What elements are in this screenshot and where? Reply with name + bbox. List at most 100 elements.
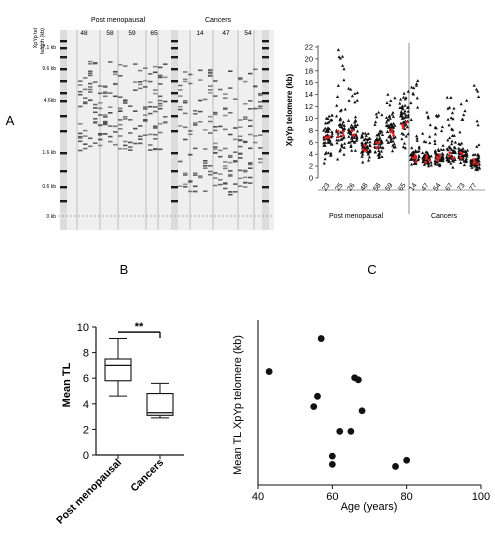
gel-background — [60, 30, 274, 230]
gel-band — [228, 170, 233, 172]
gel-band — [213, 80, 218, 82]
gel-band — [133, 142, 138, 145]
chart-a-point — [355, 129, 360, 133]
chart-a-median-marker — [411, 156, 415, 160]
chart-a-point — [440, 125, 444, 129]
chart-a-point — [464, 150, 468, 154]
gel-ladder-band — [171, 130, 178, 133]
gel-band — [218, 179, 223, 181]
gel-band — [183, 174, 188, 176]
chart-a-point — [330, 131, 334, 135]
chart-a-point — [475, 165, 479, 169]
gel-band — [223, 108, 228, 110]
chart-a-point — [326, 129, 330, 133]
chart-a-point — [363, 141, 368, 145]
chart-a-point — [338, 118, 342, 122]
chart-a-point — [400, 131, 404, 135]
chart-a-point — [340, 122, 345, 126]
gel-band — [233, 151, 238, 153]
gel-ladder-band — [262, 68, 269, 71]
chart-a-point — [448, 146, 453, 150]
chart-b-axes: 0 2 4 6 8 10 — [77, 322, 184, 462]
gel-band — [258, 134, 263, 136]
gel-band — [223, 161, 228, 163]
gel-band — [253, 141, 258, 144]
chart-a-x-tick-label: 26 — [346, 182, 356, 192]
chart-a-x-tick-label: 58 — [372, 182, 382, 192]
chart-a-point — [406, 109, 410, 113]
gel-lane-label: 54 — [244, 30, 252, 37]
chart-a-point — [386, 125, 391, 129]
gel-band — [113, 83, 118, 86]
gel-band — [133, 63, 138, 65]
chart-a-median-marker — [405, 120, 408, 124]
gel-band — [203, 148, 208, 150]
gel-band — [163, 116, 168, 118]
gel-band — [198, 79, 203, 81]
chart-a-point — [398, 106, 402, 109]
gel-band — [103, 91, 108, 93]
gel-ladder-band — [171, 47, 178, 50]
chart-a-point — [323, 157, 327, 161]
gel-band — [138, 69, 143, 72]
chart-a-point — [377, 151, 381, 155]
chart-a-point — [447, 160, 451, 163]
chart-a-median-marker — [392, 134, 396, 138]
chart-a-point — [362, 138, 366, 142]
gel-band — [103, 85, 108, 87]
gel-band — [233, 98, 238, 100]
gel-band — [223, 183, 228, 185]
gel-band — [103, 123, 108, 125]
chart-a-point — [474, 87, 479, 91]
chart-a-point — [381, 146, 385, 150]
chart-a-point — [378, 131, 382, 135]
gel-band — [193, 122, 198, 124]
chart-a-point — [463, 153, 467, 157]
chart-a-y-tick-label: 22 — [305, 43, 313, 52]
chart-a-point — [349, 125, 353, 129]
chart-a-point — [437, 149, 441, 152]
gel-band — [218, 149, 223, 152]
chart-a-point — [326, 151, 331, 155]
gel-lane-label: 59 — [128, 30, 136, 37]
panel-label-b: B — [120, 262, 129, 277]
chart-a-point — [438, 164, 442, 168]
chart-a-point — [361, 149, 365, 153]
chart-a-point — [347, 134, 351, 138]
chart-a-point — [415, 139, 419, 142]
chart-a-point — [421, 157, 425, 161]
chart-b-y-tick-label: 10 — [77, 322, 89, 334]
gel-band — [248, 167, 253, 169]
chart-a-point — [433, 142, 437, 145]
chart-a-point — [446, 106, 450, 110]
gel-band — [158, 148, 163, 151]
chart-a-x-tick-label: 48 — [359, 182, 369, 192]
chart-a-y-tick-label: 18 — [305, 66, 313, 75]
gel-band — [93, 62, 98, 64]
gel-band — [158, 102, 163, 105]
gel-band — [83, 143, 88, 145]
gel-band — [163, 100, 168, 103]
chart-a-point — [449, 161, 453, 165]
gel-band — [98, 133, 103, 135]
chart-a-point — [449, 96, 453, 99]
gel-band — [248, 176, 253, 179]
chart-a-point — [385, 101, 389, 105]
chart-a-median-marker — [460, 152, 464, 156]
chart-a-point — [373, 150, 377, 154]
chart-a-point — [413, 150, 417, 154]
chart-a-point — [477, 166, 482, 170]
gel-band — [183, 71, 188, 73]
chart-a-point — [428, 135, 432, 138]
gel-band — [128, 146, 133, 148]
gel-band — [213, 111, 218, 114]
gel-band — [133, 127, 138, 130]
chart-a-point — [365, 138, 370, 141]
gel-band — [238, 185, 243, 187]
chart-a-point — [368, 144, 372, 148]
chart-a-point — [325, 121, 329, 125]
chart-a-point — [402, 111, 406, 115]
gel-ladder-band — [171, 80, 178, 83]
gel-band — [143, 86, 148, 88]
chart-a-median-marker — [448, 151, 452, 155]
